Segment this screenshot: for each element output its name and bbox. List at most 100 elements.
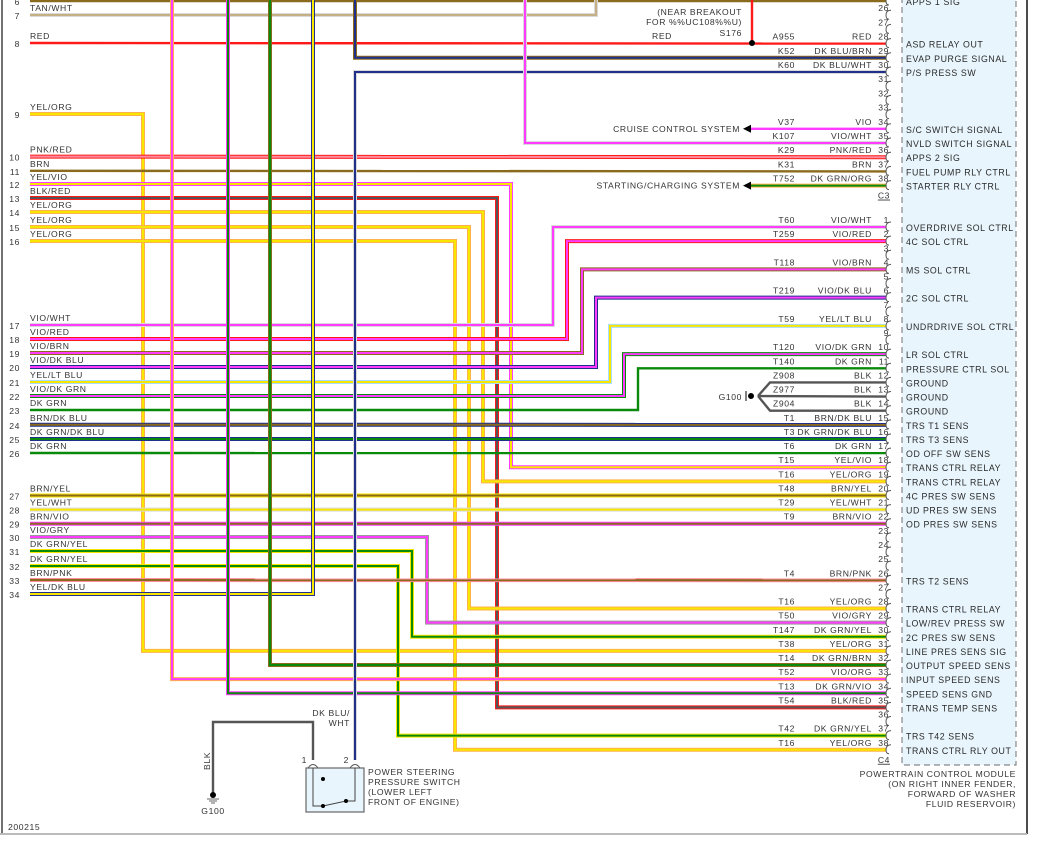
- left-wire-color-label: VIO/BRN: [30, 341, 70, 351]
- switch-label: POWER STEERING: [368, 767, 455, 777]
- c4-pin-number: 17: [878, 441, 889, 451]
- circuit-id: K60: [778, 60, 795, 70]
- connector-pin-cavity: [885, 320, 892, 331]
- pin-function-label: LOW/REV PRESS SW: [906, 619, 1005, 629]
- wire: [30, 564, 886, 738]
- left-wire-color-label: VIO/RED: [30, 327, 70, 337]
- wire-color-label: BLK: [854, 399, 872, 409]
- circuit-id: T42: [778, 724, 795, 734]
- circuit-id: T9: [784, 512, 795, 522]
- wire-tracer: [30, 352, 886, 398]
- pin-function-label: TRS T1 SENS: [906, 421, 969, 431]
- wire: [211, 720, 315, 793]
- left-pin-number: 26: [9, 449, 20, 459]
- left-wire-color-label: DK GRN/DK BLU: [30, 427, 105, 437]
- pin-function-label: LINE PRES SENS SIG: [906, 647, 1007, 657]
- connector-pin-cavity: [885, 730, 892, 741]
- connector-pin-cavity: [885, 235, 892, 246]
- connector-pin-cavity: [885, 617, 892, 628]
- wire-body: [30, 367, 886, 412]
- connector-pin-cavity: [885, 716, 892, 727]
- pin-function-label: LR SOL CTRL: [906, 350, 969, 360]
- ground-label: G100: [719, 392, 742, 402]
- switch-contact-dot: [321, 804, 325, 808]
- connector-pin-cavity: [885, 306, 892, 317]
- left-pin-number: 34: [9, 590, 20, 600]
- c4-pin-number: 38: [878, 738, 889, 748]
- circuit-id: T140: [773, 356, 795, 366]
- circuit-id: T59: [778, 314, 795, 324]
- connector-pin-cavity: [885, 419, 892, 430]
- module-label: (ON RIGHT INNER FENDER,: [888, 779, 1016, 789]
- wire-color-label: DK GRN: [835, 441, 872, 451]
- pin-function-label: P/S PRESS SW: [906, 68, 976, 78]
- wire: [29, 41, 887, 45]
- wire-body: [30, 268, 886, 354]
- c4-pin-number: 14: [878, 399, 889, 409]
- c4-pin-number: 25: [878, 554, 889, 564]
- c4-pin-number: 7: [884, 300, 889, 310]
- wire: [170, 0, 886, 682]
- wire-color-label: VIO/ORG: [831, 667, 872, 677]
- wire: [30, 239, 886, 341]
- pin-function-label: TRANS CTRL RLY OUT: [906, 746, 1011, 756]
- wire-color-label: YEL/ORG: [830, 469, 872, 479]
- wire-body: [30, 0, 314, 595]
- connector-pin-cavity: [885, 292, 892, 303]
- cruise-control-arrow-icon: [743, 124, 751, 133]
- connector-c4-label: C4: [878, 755, 890, 765]
- wire-body: [30, 226, 886, 610]
- left-wire-color-label: BLK/RED: [30, 186, 71, 196]
- wire-color-label: YEL/ORG: [830, 639, 872, 649]
- circuit-id: T60: [778, 215, 795, 225]
- circuit-id: K31: [778, 159, 795, 169]
- connector-pin-cavity: [885, 532, 892, 543]
- connector-pin-cavity: [885, 23, 892, 34]
- switch-contacts: [312, 768, 356, 807]
- wire: [757, 394, 887, 398]
- c4-pin-number: 18: [878, 455, 889, 465]
- connector-pin-cavity: [885, 475, 892, 486]
- circuit-id: T4: [784, 568, 795, 578]
- c4-pin-number: 10: [878, 342, 889, 352]
- left-wire-color-label: TAN/WHT: [30, 3, 73, 13]
- pin-function-label: STARTER RLY CTRL: [906, 182, 1000, 192]
- wire-color-label: DK GRN/DK BLU: [797, 427, 872, 437]
- c4-pin-number: 32: [878, 653, 889, 663]
- c3-pin-number: 31: [878, 74, 889, 84]
- wire-color-label: YEL/LT BLU: [819, 314, 872, 324]
- circuit-id: Z977: [773, 385, 795, 395]
- c4-pin-number: 6: [884, 286, 889, 296]
- c4-pin-number: 2: [884, 229, 889, 239]
- splice-dot: [749, 40, 755, 46]
- switch-pin-2: 2: [344, 755, 349, 765]
- wire-color-label: BRN/VIO: [832, 512, 872, 522]
- pin-function-label: TRANS TEMP SENS: [906, 703, 998, 713]
- pin-function-label: OUTPUT SPEED SENS: [906, 661, 1011, 671]
- wire-body: [211, 720, 315, 793]
- c3-pin-number: 32: [878, 88, 889, 98]
- c4-pin-number: 19: [878, 469, 889, 479]
- circuit-id: T120: [773, 342, 795, 352]
- switch-wire-color: WHT: [329, 718, 351, 728]
- wire-body: [30, 550, 886, 638]
- left-wire-color-label: BRN/YEL: [30, 484, 71, 494]
- left-pin-number: 6: [15, 0, 20, 7]
- circuit-id: T50: [778, 611, 795, 621]
- circuit-id: T147: [773, 625, 795, 635]
- wire-body: [30, 226, 886, 326]
- left-wire-color-label: DK GRN/YEL: [30, 539, 88, 549]
- splice-wire-color: RED: [652, 31, 672, 41]
- c4-pin-number: 5: [884, 272, 889, 282]
- circuit-id: T16: [778, 738, 795, 748]
- pin-function-label: GROUND: [906, 393, 949, 403]
- pin-function-label: EVAP PURGE SIGNAL: [906, 54, 1007, 64]
- left-wire-color-label: BRN/DK BLU: [30, 413, 88, 423]
- wire-body: [757, 394, 887, 398]
- c4-pin-number: 24: [878, 540, 889, 550]
- circuit-id: Z908: [773, 370, 795, 380]
- left-pin-number: 24: [9, 421, 20, 431]
- switch-wire-color: DK BLU/: [312, 708, 350, 718]
- circuit-id: T16: [778, 469, 795, 479]
- left-pin-number: 28: [9, 506, 20, 516]
